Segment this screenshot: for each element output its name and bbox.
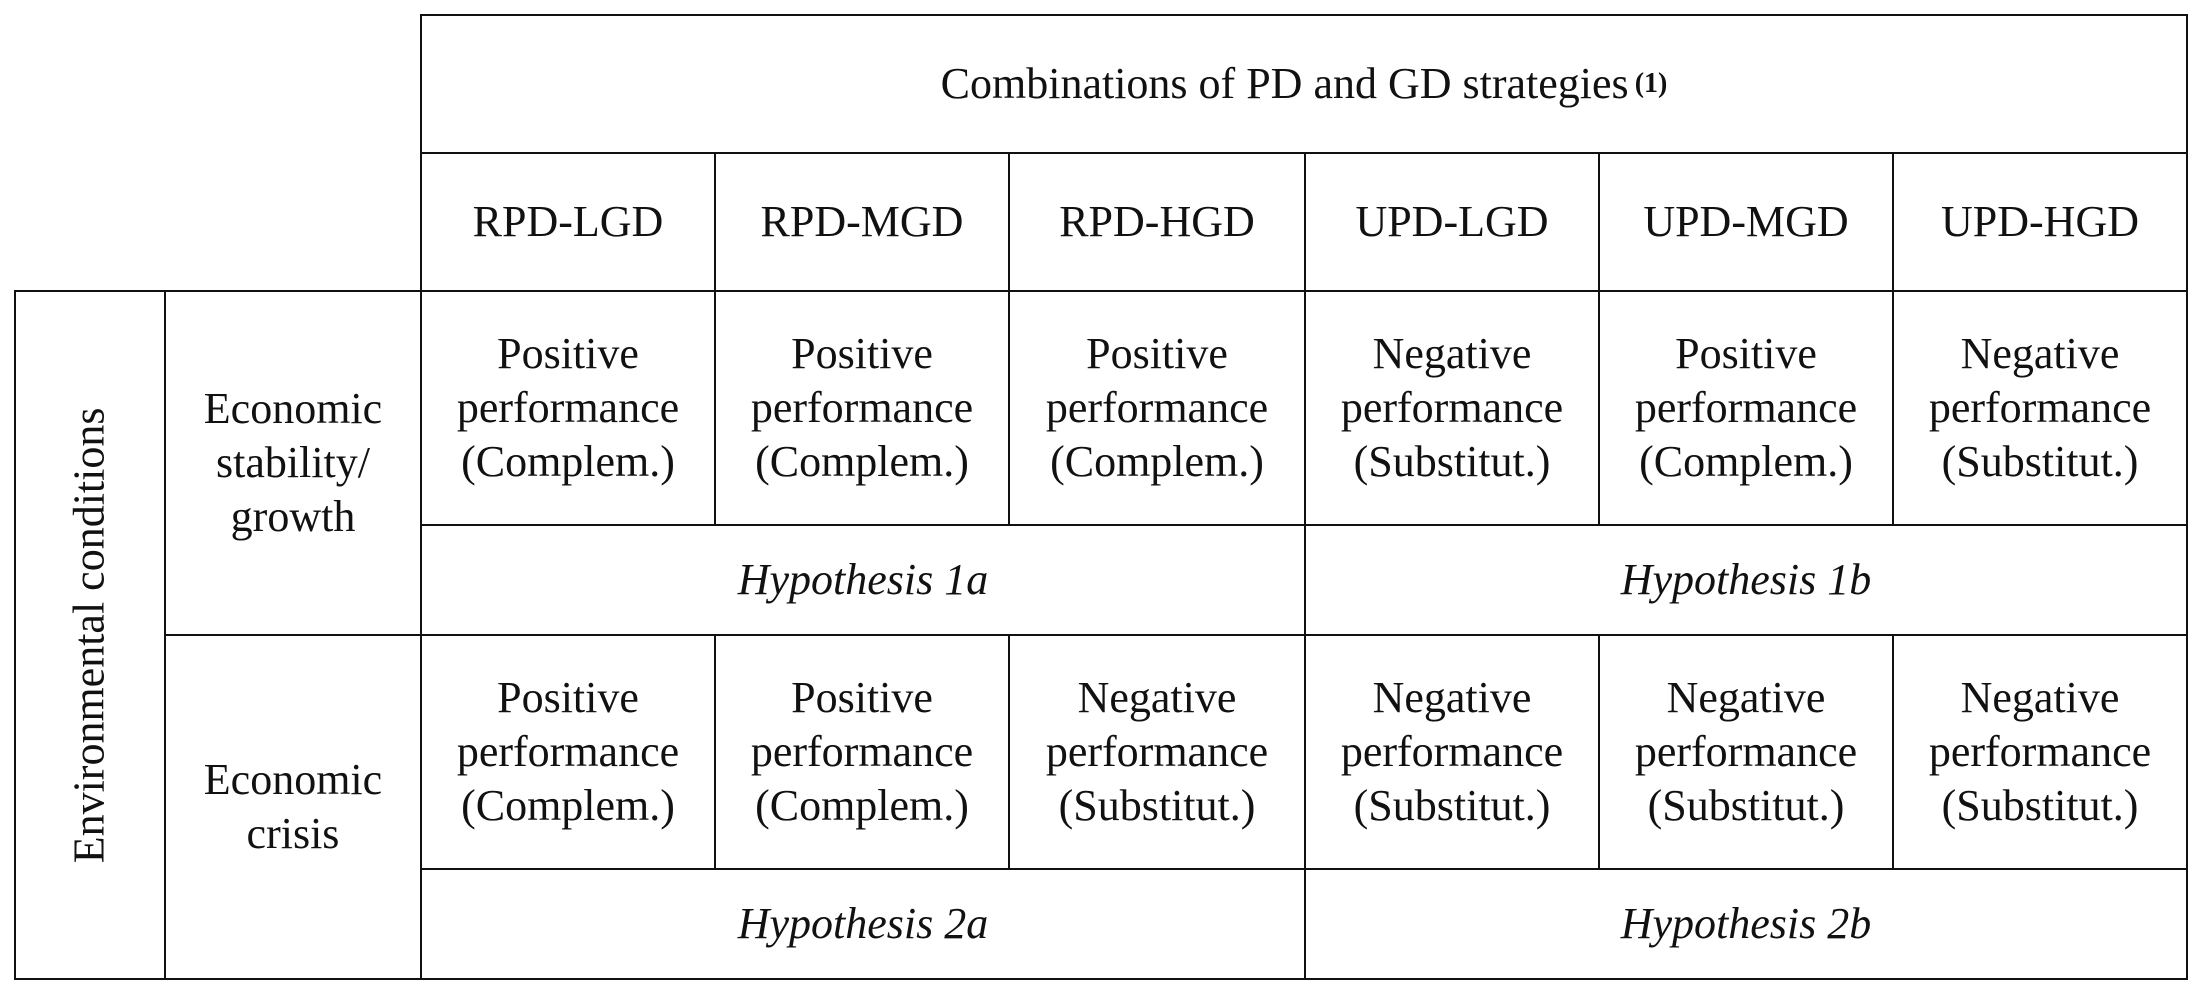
result-line: Positive — [497, 329, 639, 379]
column-header-3: RPD-HGD — [1008, 152, 1306, 292]
result-line: Positive — [1675, 329, 1817, 379]
result-line: (Substitut.) — [1353, 780, 1551, 830]
result-line: performance — [750, 727, 974, 777]
table-title-text: Combinations of PD and GD strategies — [940, 58, 1629, 108]
column-header-4: UPD-LGD — [1304, 152, 1600, 292]
result-line: performance — [456, 383, 680, 433]
result-cell-r1-c2: Positive performance (Complem.) — [714, 290, 1010, 526]
row-label-line: crisis — [246, 809, 340, 858]
result-cell-r1-c6: Negative performance (Substitut.) — [1892, 290, 2188, 526]
result-line: (Complem.) — [461, 780, 675, 830]
result-line: (Complem.) — [1639, 436, 1853, 486]
result-line: Negative — [1372, 329, 1532, 379]
result-line: (Complem.) — [1050, 436, 1264, 486]
result-line: Negative — [1960, 329, 2120, 379]
result-cell-r2-c5: Negative performance (Substitut.) — [1598, 634, 1894, 870]
column-header-2: RPD-MGD — [714, 152, 1010, 292]
result-line: Negative — [1666, 673, 1826, 723]
result-line: performance — [1045, 727, 1269, 777]
result-line: (Complem.) — [755, 436, 969, 486]
column-header-1: RPD-LGD — [420, 152, 716, 292]
result-cell-r1-c5: Positive performance (Complem.) — [1598, 290, 1894, 526]
table-title: Combinations of PD and GD strategies (1) — [420, 14, 2188, 154]
result-line: (Substitut.) — [1353, 436, 1551, 486]
result-line: Positive — [791, 673, 933, 723]
result-line: performance — [1928, 727, 2152, 777]
result-line: performance — [1634, 383, 1858, 433]
result-line: performance — [1928, 383, 2152, 433]
result-line: performance — [1634, 727, 1858, 777]
result-cell-r2-c1: Positive performance (Complem.) — [420, 634, 716, 870]
hypothesis-1b: Hypothesis 1b — [1304, 524, 2188, 636]
result-line: (Substitut.) — [1941, 780, 2139, 830]
result-line: Negative — [1372, 673, 1532, 723]
table-title-note: (1) — [1634, 68, 1668, 100]
row-label-line: Economic — [203, 755, 383, 805]
result-line: (Substitut.) — [1941, 436, 2139, 486]
row-label-economic-stability: Economic stability/ growth — [164, 290, 422, 636]
result-line: performance — [750, 383, 974, 433]
result-cell-r1-c4: Negative performance (Substitut.) — [1304, 290, 1600, 526]
result-cell-r2-c6: Negative performance (Substitut.) — [1892, 634, 2188, 870]
column-header-5: UPD-MGD — [1598, 152, 1894, 292]
result-line: Positive — [497, 673, 639, 723]
row-label-line: stability/ — [216, 438, 370, 488]
result-line: Negative — [1077, 673, 1237, 723]
result-line: performance — [1340, 727, 1564, 777]
result-line: performance — [1340, 383, 1564, 433]
row-group-label: Environmental conditions — [14, 290, 166, 980]
result-cell-r2-c3: Negative performance (Substitut.) — [1008, 634, 1306, 870]
result-line: (Complem.) — [755, 780, 969, 830]
result-line: performance — [1045, 383, 1269, 433]
row-group-label-text: Environmental conditions — [64, 407, 114, 863]
result-line: Positive — [791, 329, 933, 379]
result-cell-r2-c2: Positive performance (Complem.) — [714, 634, 1010, 870]
row-label-line: growth — [230, 491, 356, 541]
hypothesis-2b: Hypothesis 2b — [1304, 868, 2188, 980]
result-cell-r1-c1: Positive performance (Complem.) — [420, 290, 716, 526]
result-line: Negative — [1960, 673, 2120, 723]
result-cell-r2-c4: Negative performance (Substitut.) — [1304, 634, 1600, 870]
hypothesis-2a: Hypothesis 2a — [420, 868, 1306, 980]
row-label-line: Economic — [203, 384, 383, 434]
result-line: (Complem.) — [461, 436, 675, 486]
result-line: (Substitut.) — [1647, 780, 1845, 830]
result-cell-r1-c3: Positive performance (Complem.) — [1008, 290, 1306, 526]
hypothesis-1a: Hypothesis 1a — [420, 524, 1306, 636]
result-line: performance — [456, 727, 680, 777]
column-header-6: UPD-HGD — [1892, 152, 2188, 292]
result-line: Positive — [1086, 329, 1228, 379]
result-line: (Substitut.) — [1058, 780, 1256, 830]
row-label-economic-crisis: Economic crisis — [164, 634, 422, 980]
